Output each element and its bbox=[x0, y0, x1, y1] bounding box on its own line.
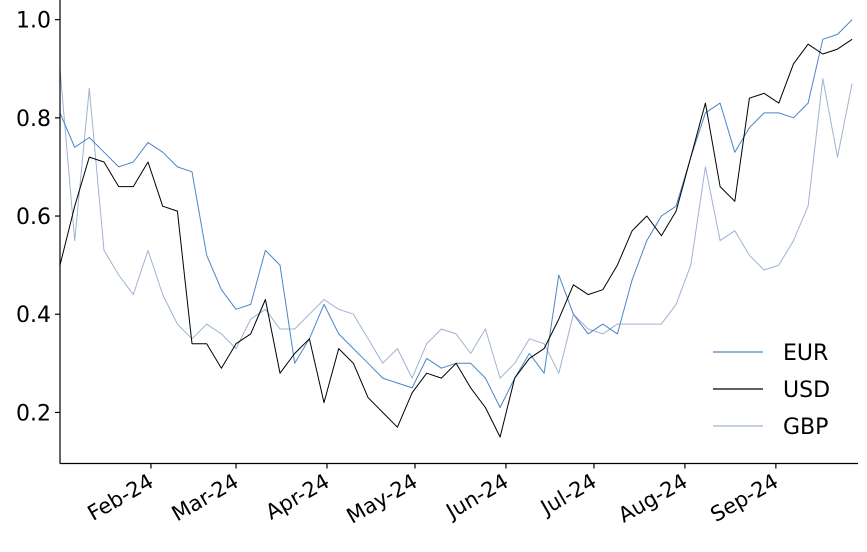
x-tick-label: Feb-24 bbox=[84, 469, 158, 526]
x-tick-label: Mar-24 bbox=[168, 469, 243, 526]
x-tick-label: May-24 bbox=[342, 469, 421, 528]
series-line-gbp bbox=[59, 68, 853, 379]
x-tick-label: Sep-24 bbox=[706, 469, 782, 527]
y-ticks: 0.2 0.4 0.6 0.8 1.0 bbox=[16, 9, 60, 426]
legend: EUR USD GBP bbox=[713, 341, 830, 440]
y-tick-label: 0.6 bbox=[16, 205, 51, 230]
x-ticks: Feb-24 Mar-24 Apr-24 May-24 Jun-24 Jul-24 Aug-… bbox=[84, 463, 782, 529]
x-tick-label: Aug-24 bbox=[614, 469, 691, 527]
y-tick-label: 0.2 bbox=[16, 401, 51, 426]
y-tick-label: 0.4 bbox=[16, 303, 51, 328]
x-tick-label: Apr-24 bbox=[261, 469, 333, 524]
series-line-eur bbox=[59, 19, 853, 408]
y-tick-label: 1.0 bbox=[16, 9, 51, 34]
legend-label-usd: USD bbox=[783, 378, 830, 403]
series-line-usd bbox=[59, 38, 853, 438]
x-tick-label: Jul-24 bbox=[535, 469, 600, 521]
x-tick-label: Jun-24 bbox=[441, 469, 513, 524]
series-layer bbox=[59, 19, 853, 438]
legend-label-gbp: GBP bbox=[783, 415, 828, 440]
legend-label-eur: EUR bbox=[783, 341, 828, 366]
y-tick-label: 0.8 bbox=[16, 107, 51, 132]
